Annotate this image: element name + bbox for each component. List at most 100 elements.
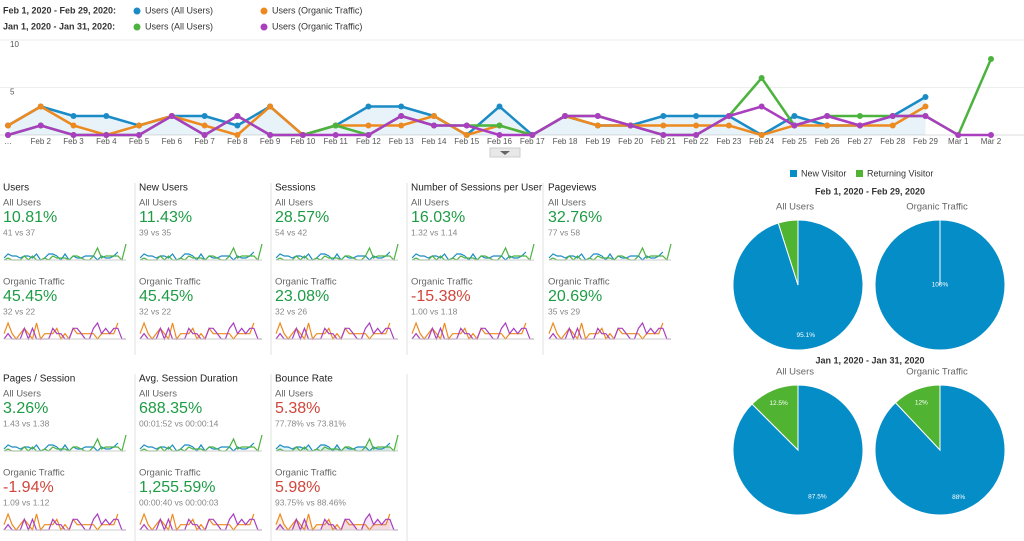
x-tick-label: Feb 26 bbox=[815, 137, 840, 146]
series-point bbox=[758, 132, 765, 138]
toggle-arrow bbox=[500, 151, 510, 155]
series-point bbox=[725, 113, 732, 119]
metric-compare: 32 vs 26 bbox=[275, 306, 307, 316]
series-point bbox=[594, 113, 601, 119]
series-point bbox=[201, 122, 208, 129]
metric-change: 45.45% bbox=[139, 288, 193, 305]
legend-label: Users (Organic Traffic) bbox=[272, 5, 362, 15]
pie-title: All Users bbox=[776, 367, 814, 378]
metric-compare: 39 vs 35 bbox=[139, 227, 171, 237]
metric-change: 5.98% bbox=[275, 479, 320, 496]
segment-label: All Users bbox=[275, 198, 313, 209]
segment-label: All Users bbox=[275, 389, 313, 400]
series-point bbox=[365, 132, 372, 138]
sparkline bbox=[139, 243, 263, 262]
sparkline bbox=[3, 243, 127, 262]
segment-label: All Users bbox=[139, 198, 177, 209]
metric-compare: 1.32 vs 1.14 bbox=[411, 227, 458, 237]
series-point bbox=[103, 113, 110, 119]
chart-toggle[interactable] bbox=[489, 147, 521, 158]
legend-label: Users (Organic Traffic) bbox=[272, 21, 362, 31]
series-point bbox=[398, 113, 405, 119]
series-point bbox=[70, 122, 77, 129]
series-point bbox=[365, 103, 372, 110]
series-point bbox=[562, 113, 569, 119]
series-point bbox=[234, 113, 241, 119]
x-tick-label: Mar 2 bbox=[981, 137, 1002, 146]
sparkline-area bbox=[276, 435, 398, 451]
x-tick-label: Feb 13 bbox=[389, 137, 414, 146]
metric-change: 45.45% bbox=[3, 288, 57, 305]
sparkline bbox=[275, 434, 399, 453]
series-point bbox=[922, 103, 929, 110]
series-point bbox=[70, 113, 77, 119]
series-point bbox=[201, 113, 208, 119]
series-point bbox=[496, 122, 503, 129]
series-point bbox=[758, 103, 765, 110]
metric-change: 1,255.59% bbox=[139, 479, 216, 496]
card-title: Bounce Rate bbox=[275, 374, 333, 385]
pie-label: 12.5% bbox=[769, 400, 788, 407]
series-point bbox=[660, 122, 667, 129]
metric-change: 5.38% bbox=[275, 400, 320, 417]
pie-label: 95.1% bbox=[797, 332, 816, 339]
x-tick-label: Feb 7 bbox=[194, 137, 215, 146]
legend-swatch bbox=[260, 23, 268, 31]
segment-label: All Users bbox=[411, 198, 449, 209]
pie-label: 100% bbox=[932, 282, 949, 289]
series-point bbox=[660, 113, 667, 119]
card-title: Number of Sessions per User bbox=[411, 183, 543, 194]
series-point bbox=[430, 113, 437, 119]
segment-label: All Users bbox=[3, 198, 41, 209]
metric-compare: 77 vs 58 bbox=[548, 227, 580, 237]
x-tick-label: Feb 2 bbox=[31, 137, 52, 146]
legend-label: Returning Visitor bbox=[867, 168, 933, 178]
metric-compare: 32 vs 22 bbox=[3, 306, 35, 316]
segment-label: Organic Traffic bbox=[3, 277, 65, 288]
series-point bbox=[70, 132, 77, 138]
sparkline bbox=[548, 243, 672, 262]
x-tick-label: Feb 9 bbox=[260, 137, 281, 146]
series-point bbox=[5, 122, 11, 129]
pie-slice bbox=[751, 384, 799, 452]
legend-period: Feb 1, 2020 - Feb 29, 2020: bbox=[3, 5, 116, 15]
x-tick-label: Feb 15 bbox=[454, 137, 479, 146]
segment-label: Organic Traffic bbox=[548, 277, 610, 288]
legend-label: Users (All Users) bbox=[145, 21, 213, 31]
series-point bbox=[5, 132, 11, 138]
card-title: New Users bbox=[139, 183, 188, 194]
legend-swatch bbox=[260, 7, 268, 15]
series-point bbox=[693, 122, 700, 129]
metric-change: 688.35% bbox=[139, 400, 202, 417]
series-point bbox=[365, 122, 372, 129]
sparkline bbox=[411, 243, 535, 262]
series-point bbox=[332, 122, 339, 129]
pie-label: 88% bbox=[952, 494, 965, 501]
metric-compare: 54 vs 42 bbox=[275, 227, 307, 237]
legend-label: Users (All Users) bbox=[145, 5, 213, 15]
series-point bbox=[824, 122, 831, 129]
series-point bbox=[463, 132, 470, 138]
metric-compare: 1.09 vs 1.12 bbox=[3, 497, 50, 507]
series-point bbox=[889, 113, 896, 119]
sparkline-area bbox=[276, 514, 390, 530]
series-point bbox=[725, 122, 732, 129]
legend-label: New Visitor bbox=[801, 168, 846, 178]
metric-compare: 35 vs 29 bbox=[548, 306, 580, 316]
sparkline bbox=[139, 434, 263, 453]
segment-label: Organic Traffic bbox=[411, 277, 473, 288]
series-point bbox=[791, 122, 798, 129]
pie-group-title: Feb 1, 2020 - Feb 29, 2020 bbox=[815, 186, 925, 196]
x-tick-label: Feb 22 bbox=[684, 137, 709, 146]
x-tick-label: Feb 27 bbox=[847, 137, 872, 146]
series-point bbox=[856, 113, 863, 119]
legend-swatch bbox=[856, 170, 863, 177]
series-point bbox=[988, 132, 994, 138]
series-point bbox=[267, 103, 274, 110]
x-tick-label: Feb 14 bbox=[422, 137, 447, 146]
metric-change: 20.69% bbox=[548, 288, 602, 305]
series-point bbox=[398, 103, 405, 110]
metric-change: 16.03% bbox=[411, 209, 465, 226]
series-point bbox=[168, 113, 175, 119]
